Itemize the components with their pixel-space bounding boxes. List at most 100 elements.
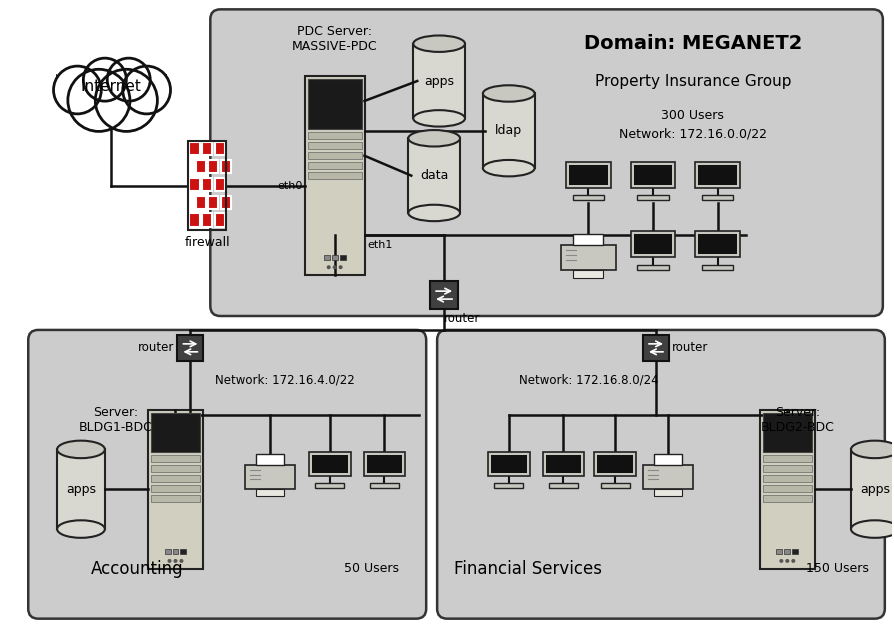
Bar (493, 483, 523, 487)
Circle shape (54, 66, 101, 114)
Bar (565, 162, 610, 188)
Bar (208, 160, 218, 173)
Text: eth0: eth0 (277, 181, 302, 191)
Bar (190, 214, 199, 227)
Bar (408, 138, 460, 213)
Text: Server:
BLDG1-BDC: Server: BLDG1-BDC (79, 406, 153, 434)
Bar (630, 162, 675, 188)
Bar (701, 195, 732, 200)
Bar (695, 162, 739, 188)
Bar (762, 485, 811, 492)
Bar (256, 454, 283, 465)
Text: apps: apps (859, 483, 889, 495)
Text: Financial Services: Financial Services (453, 560, 602, 578)
Text: Internet: Internet (80, 78, 141, 94)
Ellipse shape (850, 441, 894, 458)
Bar (762, 465, 811, 472)
Circle shape (122, 66, 171, 114)
Text: Network: 172.16.0.0/22: Network: 172.16.0.0/22 (618, 127, 766, 140)
Bar (308, 142, 361, 149)
Bar (196, 160, 206, 173)
Ellipse shape (413, 35, 465, 52)
Bar (545, 455, 581, 473)
Bar (332, 255, 337, 260)
Bar (637, 195, 668, 200)
Bar (308, 453, 350, 476)
Ellipse shape (413, 110, 465, 126)
Text: router: router (671, 341, 707, 355)
Bar (548, 483, 578, 487)
Bar (600, 483, 629, 487)
Ellipse shape (57, 441, 105, 458)
Bar (697, 234, 737, 254)
Bar (173, 549, 178, 554)
Bar (256, 489, 283, 496)
Bar (202, 178, 212, 191)
Bar (324, 255, 329, 260)
Circle shape (180, 559, 183, 563)
FancyBboxPatch shape (210, 9, 881, 316)
Text: router: router (443, 312, 480, 325)
Bar (177, 335, 203, 361)
Bar (850, 449, 894, 529)
Bar (762, 413, 811, 453)
Bar (643, 465, 692, 489)
Bar (215, 178, 224, 191)
Bar (151, 413, 199, 453)
Bar (643, 335, 668, 361)
Circle shape (68, 70, 130, 131)
Bar (308, 172, 361, 179)
Bar (208, 195, 218, 209)
Bar (190, 142, 199, 155)
Bar (151, 495, 199, 502)
Bar (695, 231, 739, 257)
Bar (561, 245, 615, 270)
Bar (630, 231, 675, 257)
Text: data: data (419, 169, 448, 182)
Bar (542, 453, 584, 476)
Bar (783, 549, 789, 554)
Bar (775, 549, 781, 554)
Bar (308, 162, 361, 169)
Bar (151, 485, 199, 492)
Bar (413, 44, 465, 118)
FancyBboxPatch shape (436, 330, 884, 619)
Bar (151, 465, 199, 472)
Ellipse shape (408, 130, 460, 147)
Bar (202, 214, 212, 227)
Bar (221, 160, 231, 173)
Text: PDC Server:
MASSIVE-PDC: PDC Server: MASSIVE-PDC (291, 25, 377, 53)
Bar (490, 455, 526, 473)
Bar (701, 265, 732, 270)
Circle shape (326, 265, 330, 269)
Ellipse shape (850, 520, 894, 538)
Circle shape (790, 559, 795, 563)
Text: Property Insurance Group: Property Insurance Group (594, 73, 790, 88)
Bar (573, 234, 603, 245)
Bar (215, 214, 224, 227)
Circle shape (779, 559, 782, 563)
Bar (181, 549, 186, 554)
Bar (762, 495, 811, 502)
Bar (196, 195, 206, 209)
Bar (487, 453, 529, 476)
Bar (596, 455, 632, 473)
Text: apps: apps (66, 483, 96, 495)
Bar (164, 549, 171, 554)
Bar (315, 483, 344, 487)
Text: Network: 172.16.4.0/22: Network: 172.16.4.0/22 (215, 374, 354, 386)
Text: firewall: firewall (184, 236, 230, 249)
Text: Domain: MEGANET2: Domain: MEGANET2 (583, 33, 801, 52)
Bar (791, 549, 797, 554)
Ellipse shape (483, 85, 534, 102)
Bar (697, 165, 737, 185)
Bar (573, 270, 603, 277)
Bar (308, 152, 361, 159)
Bar (151, 456, 199, 463)
Bar (215, 142, 224, 155)
Text: apps: apps (424, 75, 453, 88)
Circle shape (167, 559, 172, 563)
Bar (221, 195, 231, 209)
Bar (308, 79, 361, 129)
Text: Accounting: Accounting (91, 560, 183, 578)
